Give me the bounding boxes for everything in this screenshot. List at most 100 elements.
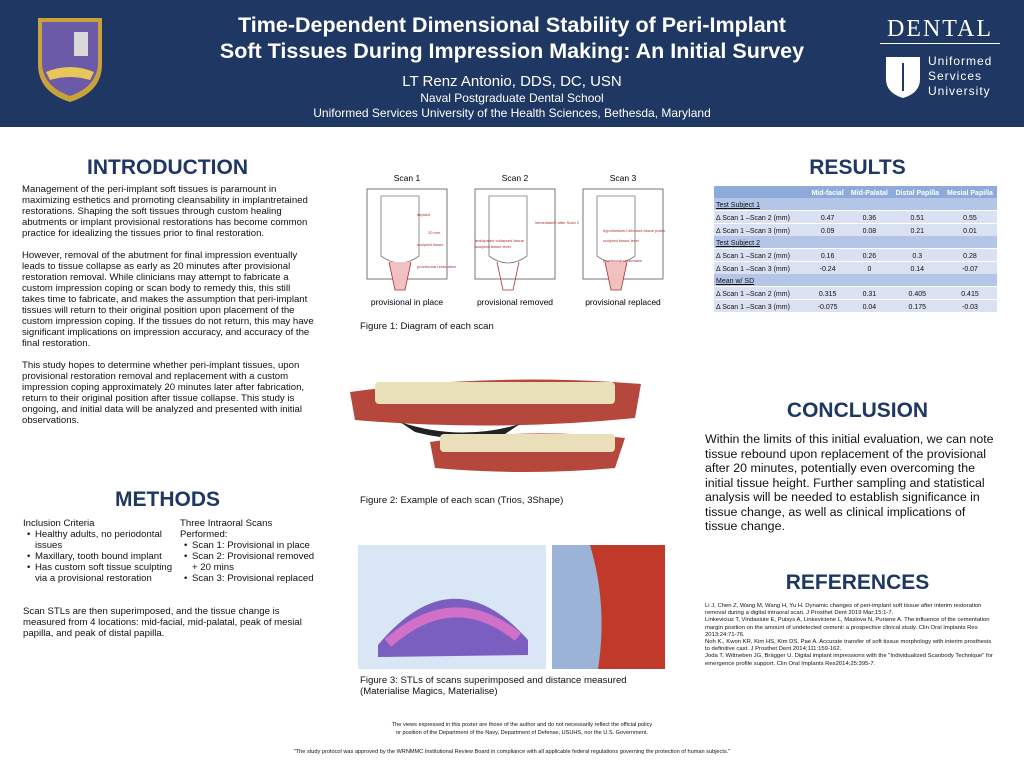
list-item: Scan 1: Provisional in place xyxy=(184,540,320,551)
intro-text: Management of the peri-implant soft tiss… xyxy=(22,184,314,437)
disclaimer-line: The views expressed in this poster are t… xyxy=(391,722,653,728)
author: LT Renz Antonio, DDS, DC, USN xyxy=(402,73,622,90)
group-cell: Mean w/ SD xyxy=(714,274,997,287)
cell: 0.14 xyxy=(891,261,943,274)
cell: 0.51 xyxy=(891,210,943,224)
diagram-label: implant xyxy=(417,212,431,217)
data-row: Δ Scan 1 –Scan 3 (mm) -0.075 0.04 0.175 -0.0… xyxy=(714,299,997,312)
methods-text: Scan STLs are then superimposed, and the… xyxy=(23,606,302,639)
figure2-image xyxy=(350,379,641,472)
paragraph: This study hopes to determine whether pe… xyxy=(22,360,305,426)
disclaimer-line: or position of the Department of the Nav… xyxy=(395,729,649,736)
cell: 0.01 xyxy=(942,223,997,236)
tooth xyxy=(488,195,528,264)
disclaimer: The views expressed in this poster are t… xyxy=(262,722,782,737)
diagram-label: provisional restoration xyxy=(603,258,642,263)
cell: 0.08 xyxy=(847,223,892,236)
section-heading: INTRODUCTION xyxy=(87,156,248,179)
row-label: Δ Scan 1 –Scan 2 (mm) xyxy=(714,286,808,300)
cell: 0.405 xyxy=(891,286,943,300)
diagram-label: immediately after Scan 2 xyxy=(535,220,580,225)
school: Naval Postgraduate Dental School xyxy=(420,91,604,105)
diagram-label: sculpted tissue xyxy=(417,242,444,247)
cell: 0.415 xyxy=(942,286,997,300)
diagram-label: sculpted tissue level xyxy=(475,244,511,249)
cell: 0.315 xyxy=(808,286,848,300)
header-cell: Mid-facial xyxy=(808,186,848,198)
reference: Li J, Chen Z, Wang M, Wang H, Yu H. Dyna… xyxy=(705,603,982,617)
cell: 0 xyxy=(847,261,892,274)
row-label: Δ Scan 1 –Scan 2 (mm) xyxy=(714,248,808,262)
list-item: Maxillary, tooth bound implant xyxy=(27,551,173,562)
caption: Figure 2: Example of each scan (Trios, 3… xyxy=(360,495,564,506)
cell: 0.31 xyxy=(847,286,892,300)
cell: 0.09 xyxy=(808,223,848,236)
group-row: Test Subject 1 xyxy=(714,198,997,211)
cell: 0.04 xyxy=(847,299,892,312)
scan-label: Scan 1 xyxy=(394,173,421,183)
cell: -0.075 xyxy=(808,299,848,312)
header-cell: Distal Papilla xyxy=(891,186,943,198)
cell: 0.28 xyxy=(942,248,997,262)
scan-caption: provisional removed xyxy=(477,297,553,307)
title-line: Soft Tissues During Impression Making: A… xyxy=(219,39,805,63)
section-heading: RESULTS xyxy=(809,156,906,179)
group-row: Mean w/ SD xyxy=(714,274,997,287)
data-row: Δ Scan 1 –Scan 2 (mm) 0.315 0.31 0.405 0.415 xyxy=(714,286,997,300)
scan-label: Scan 2 xyxy=(502,173,529,183)
header-cell: Mesial Papilla xyxy=(942,186,997,198)
conclusion-text: Within the limits of this initial evalua… xyxy=(705,432,994,533)
caption-line: Figure 3: STLs of scans superimposed and… xyxy=(360,675,627,686)
root xyxy=(604,261,628,291)
inclusion: Inclusion CriteriaHealthy adults, no per… xyxy=(23,518,173,584)
list-item: Scan 3: Provisional replaced xyxy=(184,573,320,584)
paragraph: However, removal of the abutment for fin… xyxy=(22,250,314,349)
list-title: Inclusion Criteria xyxy=(23,518,95,529)
reference: Joda T, Wittneben JG, Brägger U. Digital… xyxy=(705,653,993,667)
header-cell: Mid-Palatal xyxy=(847,186,892,198)
logo-line: Uniformed xyxy=(928,54,993,68)
reference: Noh K., Kwon KR, Kim HS, Kim DS, Pae A. … xyxy=(705,639,992,653)
cell: -0.07 xyxy=(942,261,997,274)
section-heading: CONCLUSION xyxy=(786,399,929,422)
cell: -0.03 xyxy=(942,299,997,312)
header-cell xyxy=(714,186,808,198)
scan-box xyxy=(474,188,556,280)
cell: -0.24 xyxy=(808,261,848,274)
crest-logo xyxy=(38,18,102,102)
list-item: Healthy adults, no periodontal issues xyxy=(27,529,173,551)
paragraph: Management of the peri-implant soft tiss… xyxy=(22,184,308,239)
university: Uniformed Services University of the Hea… xyxy=(313,106,711,120)
caption: Figure 1: Diagram of each scan xyxy=(360,321,494,332)
diagram-label: provisional restoration xyxy=(417,264,456,269)
logo-text: Uniformed Services University xyxy=(928,54,992,99)
cell: 0.55 xyxy=(942,210,997,224)
data-row: Δ Scan 1 –Scan 3 (mm) -0.24 0 0.14 -0.07 xyxy=(714,261,997,274)
results-table: Mid-facial Mid-Palatal Distal Papilla Mesia… xyxy=(714,186,997,312)
footnote: "The study protocol was approved by the … xyxy=(293,749,731,755)
caption-line: (Materialise Magics, Materialise) xyxy=(360,686,498,697)
scan-label: Scan 3 xyxy=(610,173,637,183)
title-line: Time-Dependent Dimensional Stability of … xyxy=(238,13,786,37)
list-item: Scan 2: Provisional removed + 20 mins xyxy=(184,551,320,573)
list: Healthy adults, no periodontal issuesMax… xyxy=(23,529,173,584)
logo-line: Services xyxy=(928,69,983,83)
references-list: Li J, Chen Z, Wang M, Wang H, Yu H. Dyna… xyxy=(705,603,997,668)
diagram-label: sculpted tissue level xyxy=(603,238,639,243)
section-heading: REFERENCES xyxy=(785,571,930,594)
row-label: Δ Scan 1 –Scan 3 (mm) xyxy=(714,261,808,274)
header-band xyxy=(0,0,1024,127)
root xyxy=(388,261,412,291)
cell: 0.175 xyxy=(891,299,943,312)
group-row: Test Subject 2 xyxy=(714,236,997,249)
cell: 0.3 xyxy=(891,248,943,262)
group-cell: Test Subject 1 xyxy=(714,198,997,211)
data-row: Δ Scan 1 –Scan 3 (mm) 0.09 0.08 0.21 0.01 xyxy=(714,223,997,236)
cell: 0.47 xyxy=(808,210,848,224)
logo-shield xyxy=(886,57,920,98)
group-cell: Test Subject 2 xyxy=(714,236,997,249)
cell: 0.21 xyxy=(891,223,943,236)
scan-caption: provisional replaced xyxy=(585,297,661,307)
